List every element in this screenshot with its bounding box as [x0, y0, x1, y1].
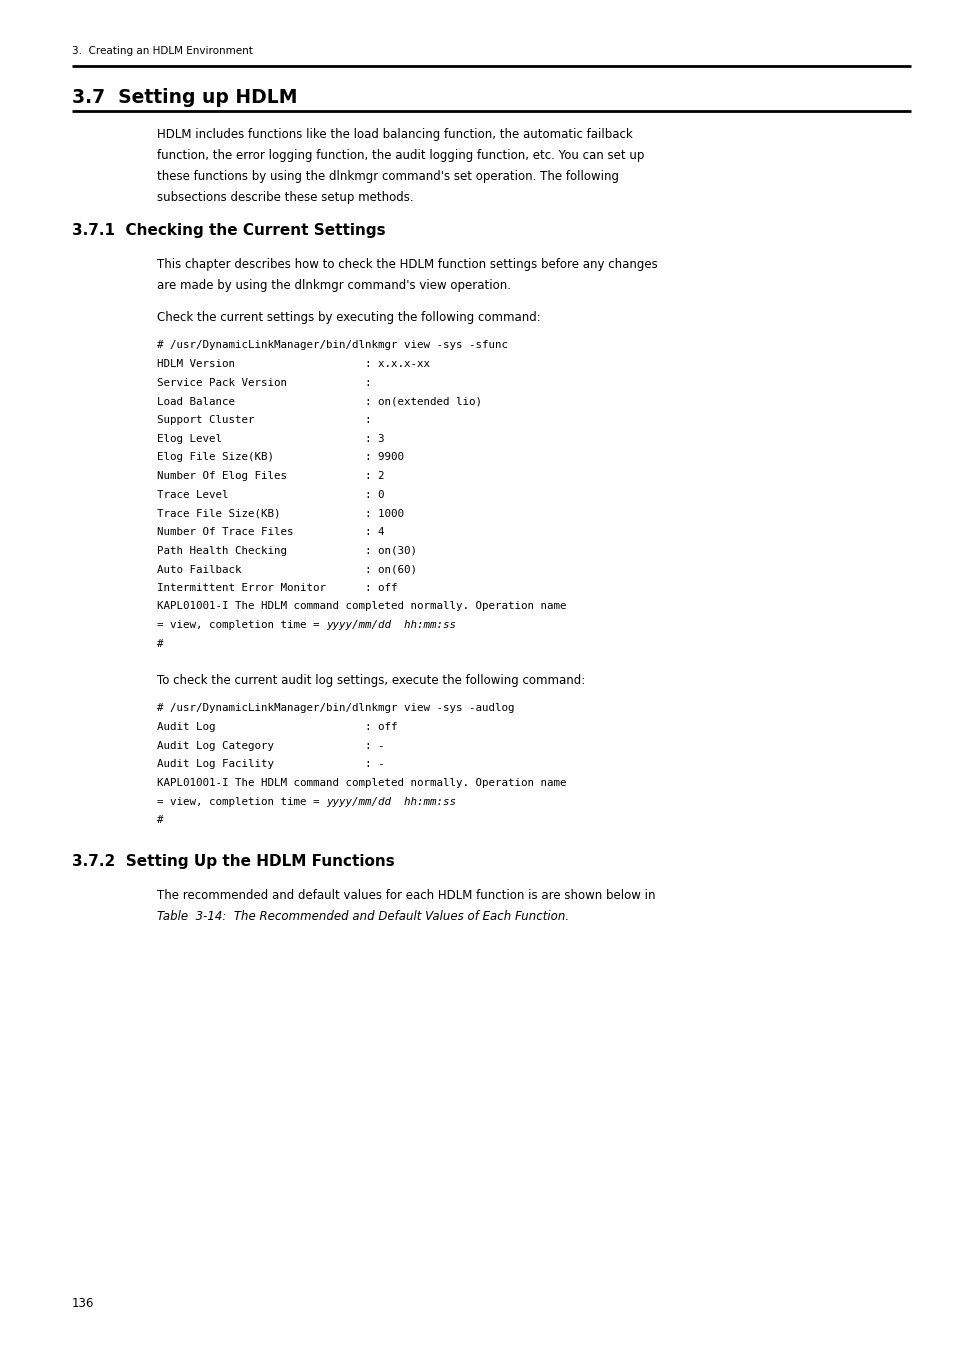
Text: Audit Log Category              : -: Audit Log Category : - — [157, 740, 384, 751]
Text: To check the current audit log settings, execute the following command:: To check the current audit log settings,… — [157, 674, 585, 686]
Text: function, the error logging function, the audit logging function, etc. You can s: function, the error logging function, th… — [157, 150, 644, 162]
Text: HDLM Version                    : x.x.x-xx: HDLM Version : x.x.x-xx — [157, 359, 430, 369]
Text: Trace Level                     : 0: Trace Level : 0 — [157, 489, 384, 500]
Text: = view, completion time =: = view, completion time = — [157, 620, 326, 630]
Text: these functions by using the dlnkmgr command's set operation. The following: these functions by using the dlnkmgr com… — [157, 170, 618, 184]
Text: = view, completion time =: = view, completion time = — [157, 797, 326, 807]
Text: Intermittent Error Monitor      : off: Intermittent Error Monitor : off — [157, 582, 397, 593]
Text: Number Of Elog Files            : 2: Number Of Elog Files : 2 — [157, 471, 384, 481]
Text: KAPL01001-I The HDLM command completed normally. Operation name: KAPL01001-I The HDLM command completed n… — [157, 601, 566, 612]
Text: Check the current settings by executing the following command:: Check the current settings by executing … — [157, 311, 540, 324]
Text: HDLM includes functions like the load balancing function, the automatic failback: HDLM includes functions like the load ba… — [157, 128, 633, 142]
Text: are made by using the dlnkmgr command's view operation.: are made by using the dlnkmgr command's … — [157, 278, 511, 292]
Text: yyyy/mm/dd  hh:mm:ss: yyyy/mm/dd hh:mm:ss — [326, 797, 456, 807]
Text: subsections describe these setup methods.: subsections describe these setup methods… — [157, 190, 414, 204]
Text: Audit Log Facility              : -: Audit Log Facility : - — [157, 759, 384, 769]
Text: Auto Failback                   : on(60): Auto Failback : on(60) — [157, 565, 417, 574]
Text: # /usr/DynamicLinkManager/bin/dlnkmgr view -sys -audlog: # /usr/DynamicLinkManager/bin/dlnkmgr vi… — [157, 704, 515, 713]
Text: Number Of Trace Files           : 4: Number Of Trace Files : 4 — [157, 527, 384, 536]
Text: 136: 136 — [71, 1297, 93, 1310]
Text: #: # — [157, 815, 164, 825]
Text: 3.7.1  Checking the Current Settings: 3.7.1 Checking the Current Settings — [71, 223, 385, 238]
Text: Path Health Checking            : on(30): Path Health Checking : on(30) — [157, 546, 417, 555]
Text: Support Cluster                 :: Support Cluster : — [157, 415, 372, 426]
Text: 3.  Creating an HDLM Environment: 3. Creating an HDLM Environment — [71, 46, 253, 55]
Text: The recommended and default values for each HDLM function is are shown below in: The recommended and default values for e… — [157, 889, 656, 902]
Text: Service Pack Version            :: Service Pack Version : — [157, 378, 372, 388]
Text: Trace File Size(KB)             : 1000: Trace File Size(KB) : 1000 — [157, 508, 404, 519]
Text: Load Balance                    : on(extended lio): Load Balance : on(extended lio) — [157, 396, 482, 407]
Text: Elog Level                      : 3: Elog Level : 3 — [157, 434, 384, 443]
Text: Table  3-14:  The Recommended and Default Values of Each Function.: Table 3-14: The Recommended and Default … — [157, 911, 569, 923]
Text: 3.7.2  Setting Up the HDLM Functions: 3.7.2 Setting Up the HDLM Functions — [71, 854, 394, 869]
Text: Elog File Size(KB)              : 9900: Elog File Size(KB) : 9900 — [157, 453, 404, 462]
Text: This chapter describes how to check the HDLM function settings before any change: This chapter describes how to check the … — [157, 258, 658, 272]
Text: Audit Log                       : off: Audit Log : off — [157, 721, 397, 732]
Text: 3.7  Setting up HDLM: 3.7 Setting up HDLM — [71, 88, 296, 107]
Text: # /usr/DynamicLinkManager/bin/dlnkmgr view -sys -sfunc: # /usr/DynamicLinkManager/bin/dlnkmgr vi… — [157, 340, 508, 350]
Text: yyyy/mm/dd  hh:mm:ss: yyyy/mm/dd hh:mm:ss — [326, 620, 456, 630]
Text: KAPL01001-I The HDLM command completed normally. Operation name: KAPL01001-I The HDLM command completed n… — [157, 778, 566, 788]
Text: #: # — [157, 639, 164, 648]
